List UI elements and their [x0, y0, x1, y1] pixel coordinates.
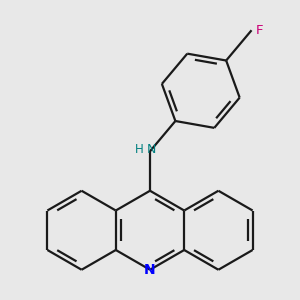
Text: N: N [144, 263, 156, 277]
Text: H: H [135, 143, 143, 156]
Text: F: F [256, 24, 263, 37]
Text: N: N [147, 143, 156, 156]
